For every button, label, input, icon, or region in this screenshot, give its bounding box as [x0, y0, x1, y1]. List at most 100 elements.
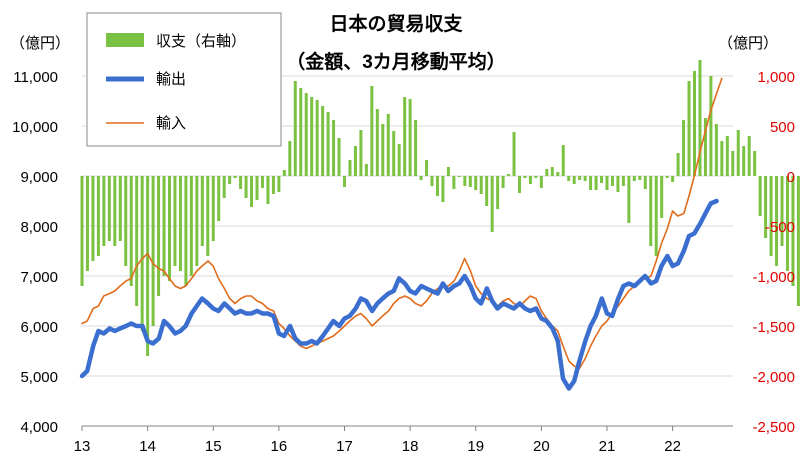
balance-bar: [288, 141, 292, 176]
balance-bar: [496, 176, 500, 209]
balance-bar: [567, 176, 571, 181]
balance-bar: [266, 176, 270, 204]
balance-bar: [561, 145, 565, 176]
balance-bar: [627, 176, 631, 223]
balance-bar: [124, 176, 128, 266]
balance-bar: [720, 141, 724, 176]
balance-bar: [386, 114, 390, 176]
legend-label-imports: 輸入: [156, 115, 186, 132]
balance-bar: [736, 130, 740, 176]
left-axis-tick-label: 8,000: [20, 219, 58, 236]
x-axis-tick-label: 13: [74, 438, 91, 455]
balance-bar: [282, 170, 286, 176]
balance-bar: [556, 172, 560, 176]
balance-bar: [468, 176, 472, 187]
balance-bar: [332, 120, 336, 176]
axes: 4,000 5,000 6,000 7,000 8,000 9,000 10,000 11,0…: [12, 69, 795, 455]
left-axis-tick-label: 6,000: [20, 319, 58, 336]
balance-bar: [162, 176, 166, 276]
balance-bar: [146, 176, 150, 356]
balance-bar: [485, 176, 489, 206]
balance-bar: [785, 176, 789, 271]
balance-bar: [211, 176, 215, 241]
legend-swatch-balance: [106, 33, 144, 47]
balance-bar: [643, 176, 647, 189]
balance-bar: [479, 176, 483, 194]
legend: 収支（右軸） 輸出 輸入: [86, 12, 282, 147]
balance-bar: [425, 160, 429, 176]
legend-label-balance: 収支（右軸）: [156, 33, 246, 50]
balance-bar: [206, 176, 210, 256]
balance-bar: [118, 176, 122, 241]
balance-bar: [370, 86, 374, 176]
balance-bar: [250, 176, 254, 207]
balance-bar: [310, 97, 314, 176]
right-axis-tick-label: 1,000: [757, 69, 795, 86]
exports-line: [79, 198, 719, 391]
balance-bar: [671, 176, 675, 182]
balance-bar: [129, 176, 133, 286]
balance-bar: [408, 99, 412, 176]
balance-bar: [233, 176, 237, 178]
x-axis-tick-label: 21: [599, 438, 616, 455]
balance-bar: [342, 176, 347, 187]
balance-bar: [676, 153, 680, 176]
balance-bar: [796, 176, 800, 306]
balance-bar: [337, 138, 341, 176]
balance-bars: [80, 60, 800, 356]
balance-bar: [512, 132, 516, 176]
balance-bar: [271, 176, 275, 194]
balance-bar: [474, 176, 478, 190]
balance-bar: [610, 176, 614, 186]
balance-bar: [299, 88, 303, 176]
balance-bar: [780, 176, 784, 246]
balance-bar: [725, 136, 729, 176]
balance-bar: [277, 176, 281, 192]
balance-bar: [572, 176, 576, 184]
balance-bar: [501, 176, 505, 188]
balance-bar: [600, 176, 604, 183]
right-axis-tick-label: 0: [787, 169, 795, 186]
balance-bar: [703, 118, 707, 176]
balance-bar: [660, 176, 664, 218]
balance-bar: [151, 176, 155, 326]
right-axis-unit-label: （億円）: [718, 35, 778, 52]
balance-bar: [96, 176, 100, 256]
balance-bar: [709, 76, 713, 176]
balance-bar: [583, 176, 587, 181]
balance-bar: [457, 176, 461, 177]
x-axis-tick-label: 16: [271, 438, 288, 455]
balance-bar: [539, 176, 543, 188]
balance-bar: [107, 176, 111, 241]
legend-label-exports: 輸出: [156, 71, 186, 88]
balance-bar: [217, 176, 221, 221]
balance-bar: [102, 176, 106, 246]
balance-bar: [452, 176, 456, 189]
balance-bar: [747, 136, 751, 176]
balance-bar: [113, 176, 117, 246]
balance-bar: [244, 176, 248, 198]
balance-bar: [550, 167, 554, 176]
balance-bar: [392, 131, 396, 176]
balance-bar: [419, 176, 423, 180]
balance-bar: [80, 176, 84, 286]
balance-bar: [85, 176, 89, 271]
balance-bar: [321, 106, 325, 176]
balance-bar: [414, 120, 418, 176]
balance-bar: [353, 146, 357, 176]
balance-bar: [649, 176, 653, 246]
balance-bar: [304, 93, 308, 176]
balance-bar: [507, 174, 511, 176]
x-axis-tick-label: 19: [467, 438, 484, 455]
balance-bar: [534, 176, 538, 178]
balance-bar: [742, 146, 746, 176]
left-axis-tick-label: 9,000: [20, 169, 58, 186]
balance-bar: [435, 176, 439, 196]
x-axis-tick-label: 15: [205, 438, 222, 455]
balance-bar: [189, 176, 193, 276]
balance-bar: [764, 176, 768, 238]
left-axis-unit-label: （億円）: [10, 35, 70, 52]
balance-bar: [528, 176, 532, 184]
x-axis-tick-label: 17: [336, 438, 353, 455]
balance-bar: [523, 176, 527, 178]
